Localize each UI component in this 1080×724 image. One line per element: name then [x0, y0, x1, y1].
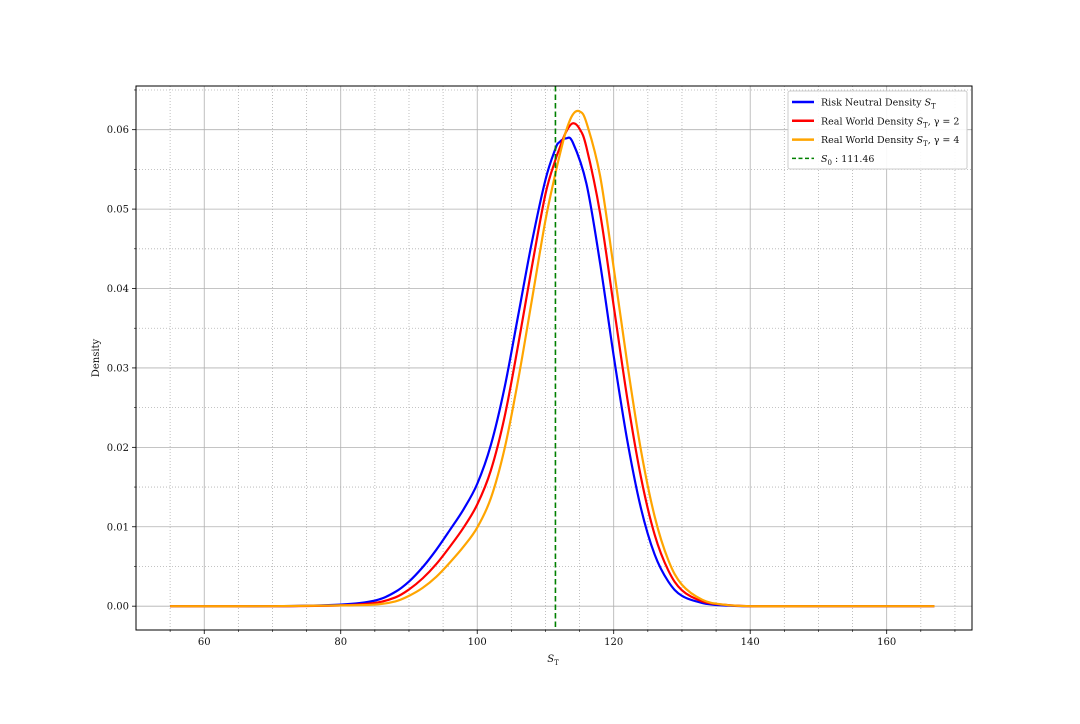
x-tick-label: 60 — [198, 637, 211, 648]
plot-frame — [135, 85, 973, 631]
y-tick-label: 0.04 — [107, 284, 129, 295]
legend-box — [787, 90, 968, 170]
y-tick-label: 0.02 — [107, 443, 129, 454]
series-line-1 — [170, 136, 935, 608]
legend-label-1: Risk Neutral Density ST​ — [821, 98, 936, 111]
x-tick-label: 140 — [741, 637, 760, 648]
series-layer — [170, 86, 935, 630]
x-tick-label: 80 — [334, 637, 347, 648]
x-tick-label: 100 — [468, 637, 487, 648]
x-tick-label: 160 — [877, 637, 896, 648]
x-tick-label: 120 — [604, 637, 623, 648]
axes-layer — [135, 85, 973, 631]
legend-label-4: S0​ : 111.46 — [821, 154, 874, 167]
series-line-2 — [170, 122, 935, 608]
y-tick-label: 0.01 — [107, 522, 129, 533]
y-axis-label: Density — [91, 338, 102, 377]
x-axis-label: ST​ — [547, 654, 559, 667]
y-tick-label: 0.03 — [107, 363, 129, 374]
ticks-layer: 60 80 100 120 140 160 0.00 0.01 0.02 0.03 0.04 0.05… — [107, 89, 956, 648]
y-tick-label: 0.05 — [107, 205, 129, 216]
legend: Risk Neutral Density ST​Real World Densi… — [787, 90, 968, 170]
y-tick-label: 0.06 — [107, 125, 129, 136]
series-line-3 — [170, 109, 935, 608]
y-tick-label: 0.00 — [107, 602, 129, 613]
